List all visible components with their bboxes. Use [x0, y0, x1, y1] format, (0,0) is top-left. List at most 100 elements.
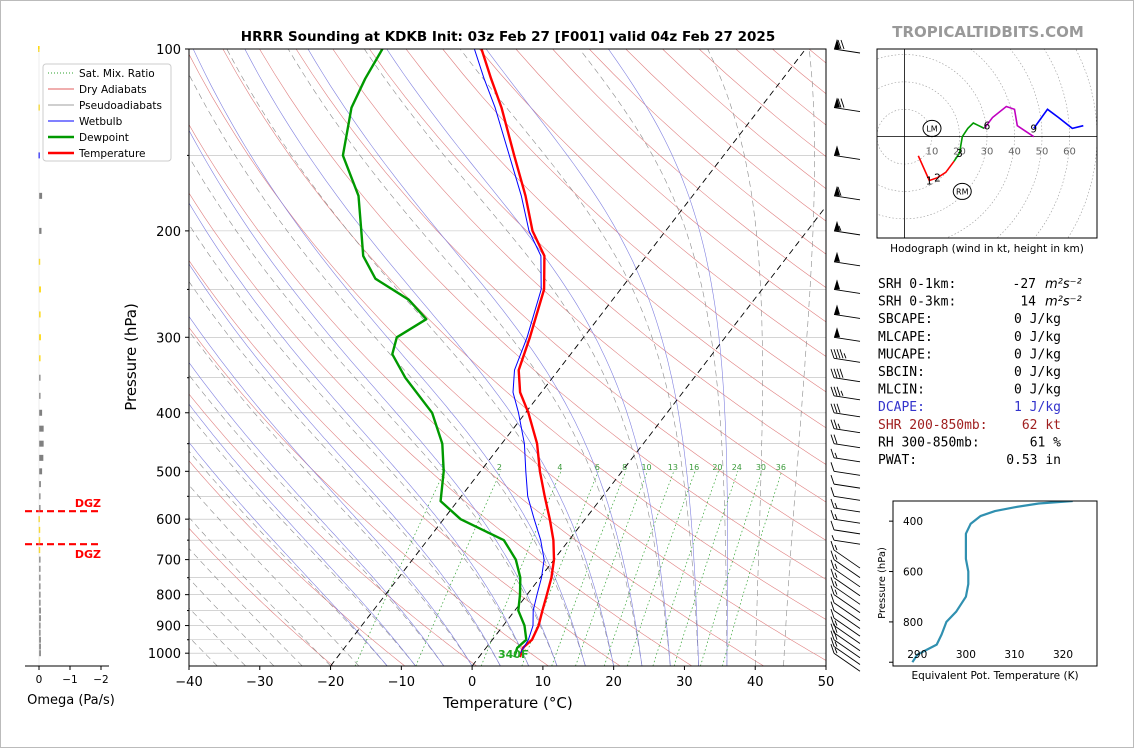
- barb-half: [835, 621, 837, 626]
- theta-e-x-tick-label: 300: [956, 649, 976, 661]
- stat-value: 1 J/kg: [1014, 400, 1061, 415]
- mixing-ratio-label: 6: [595, 463, 600, 472]
- wind-barb: [831, 638, 860, 665]
- barb-staff: [834, 586, 860, 604]
- moist-adiabat-line: [46, 210, 388, 666]
- hodograph-height-label: 1: [926, 175, 933, 187]
- omega-bar: [39, 481, 41, 487]
- wind-barb: [831, 449, 860, 462]
- y-tick-label: 300: [156, 331, 181, 346]
- theta-e-y-tick-label: 400: [903, 516, 923, 528]
- stat-label: SRH 0-1km:: [878, 277, 956, 292]
- moist-adiabat-line: [161, 74, 557, 666]
- barb-staff: [834, 429, 860, 433]
- skewt-xlabel: Temperature (°C): [442, 694, 572, 712]
- stat-value: 14: [1020, 295, 1036, 310]
- stat-value: 62 kt: [1022, 418, 1061, 433]
- barb-full: [831, 404, 834, 413]
- stat-label: MLCAPE:: [878, 330, 933, 345]
- theta-e-x-tick-label: 320: [1053, 649, 1073, 661]
- barb-full: [831, 586, 834, 595]
- theta-e-y-tick-label: 600: [903, 567, 923, 579]
- hodograph-background: [877, 49, 1097, 238]
- x-tick-label: −40: [175, 675, 202, 690]
- pseudoadiabat-line: [151, 86, 557, 666]
- pseudoadiabat-line: [25, 237, 359, 666]
- hodograph-ring-label: 60: [1063, 147, 1076, 158]
- omega-bar: [39, 426, 44, 432]
- barb-staff: [834, 337, 860, 341]
- y-tick-label: 900: [156, 620, 181, 635]
- barb-half: [835, 581, 837, 586]
- mixing-ratio-label: 10: [641, 463, 651, 472]
- stat-value: -27: [1013, 277, 1036, 292]
- legend-label: Pseudoadiabats: [79, 100, 162, 112]
- legend-label: Dry Adiabats: [79, 84, 147, 96]
- moist-adiabat-line: [134, 97, 529, 666]
- barb-full: [831, 369, 834, 378]
- legend-label: Wetbulb: [79, 116, 123, 128]
- barb-full: [840, 369, 843, 378]
- omega-bar: [39, 441, 44, 447]
- stat-value: 0.53 in: [1006, 453, 1061, 468]
- omega-bar: [39, 455, 43, 461]
- x-tick-label: 50: [818, 675, 835, 690]
- omega-bar: [39, 228, 41, 234]
- pseudoadiabat-line: [88, 164, 472, 666]
- barb-full: [834, 369, 837, 378]
- x-tick-label: −10: [388, 675, 415, 690]
- barb-staff: [834, 108, 860, 112]
- dgz-label: DGZ: [75, 497, 101, 510]
- stat-label: PWAT:: [878, 453, 917, 468]
- barb-staff: [834, 618, 860, 636]
- dgz-label: DGZ: [75, 548, 101, 561]
- pseudoadiabat-line: [54, 203, 415, 666]
- barb-full: [831, 420, 834, 429]
- barb-staff: [834, 262, 860, 266]
- y-tick-label: 800: [156, 589, 181, 604]
- barb-staff: [834, 560, 860, 578]
- mixing-ratio-label: 13: [668, 463, 678, 472]
- stat-label: SRH 0-3km:: [878, 295, 956, 310]
- stat-label: SBCIN:: [878, 365, 925, 380]
- barb-full: [834, 420, 837, 429]
- mixing-ratio-label: 36: [776, 463, 786, 472]
- barb-staff: [834, 633, 860, 651]
- mixing-ratio-label: 20: [712, 463, 722, 472]
- barb-half: [835, 590, 837, 595]
- barb-staff: [834, 396, 860, 400]
- stat-value: 0 J/kg: [1014, 312, 1061, 327]
- barb-flag: [834, 304, 840, 314]
- barb-full: [831, 349, 834, 358]
- pseudoadiabat-line: [364, 49, 670, 666]
- wind-barb: [834, 327, 860, 341]
- barb-full: [837, 404, 840, 413]
- wind-barb: [834, 304, 860, 318]
- omega-bar: [39, 637, 41, 643]
- barb-full: [834, 435, 837, 444]
- stat-label: DCAPE:: [878, 400, 925, 415]
- wind-barb: [832, 535, 860, 544]
- pseudoadiabat-line: [124, 108, 529, 666]
- hodograph-height-label: 3: [956, 148, 963, 160]
- barb-staff: [834, 626, 860, 644]
- barb-full: [831, 462, 834, 471]
- barb-half: [835, 453, 837, 458]
- stat-value: 0 J/kg: [1014, 365, 1061, 380]
- pseudoadiabat-line: [227, 49, 614, 666]
- mixing-ratio-label: 24: [732, 463, 742, 472]
- omega-bar: [39, 650, 41, 656]
- omega-bar: [39, 334, 41, 340]
- x-tick-label: 40: [747, 675, 764, 690]
- stat-label: SBCAPE:: [878, 312, 933, 327]
- hodograph-ring-label: 40: [1008, 147, 1021, 158]
- wind-barb: [831, 475, 860, 488]
- barb-staff: [834, 231, 860, 235]
- y-tick-label: 600: [156, 513, 181, 528]
- barb-staff: [834, 550, 860, 568]
- omega-tick-label: −1: [62, 674, 77, 686]
- wind-barb: [831, 387, 860, 400]
